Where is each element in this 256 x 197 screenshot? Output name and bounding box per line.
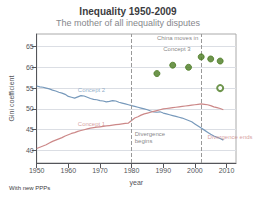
svg-text:1950: 1950 xyxy=(29,167,45,174)
svg-text:2010: 2010 xyxy=(219,167,235,174)
svg-text:1970: 1970 xyxy=(92,167,108,174)
svg-text:65: 65 xyxy=(26,43,34,50)
svg-text:China moves in: China moves in xyxy=(157,35,198,41)
svg-text:Concept 2: Concept 2 xyxy=(78,87,106,93)
svg-text:Divergence ends: Divergence ends xyxy=(208,134,253,140)
svg-text:40: 40 xyxy=(26,147,34,154)
svg-text:2000: 2000 xyxy=(187,167,203,174)
svg-text:45: 45 xyxy=(26,126,34,133)
svg-text:The mother of all inequality d: The mother of all inequality disputes xyxy=(56,18,201,28)
svg-text:Gini coefficient: Gini coefficient xyxy=(8,76,15,122)
svg-text:Concept 1: Concept 1 xyxy=(78,121,106,127)
svg-text:50: 50 xyxy=(26,105,34,112)
svg-text:With new PPPs: With new PPPs xyxy=(9,185,50,191)
svg-text:begins: begins xyxy=(135,138,153,144)
svg-text:Inequality 1950-2009: Inequality 1950-2009 xyxy=(79,6,177,17)
svg-text:1980: 1980 xyxy=(124,167,140,174)
svg-text:year: year xyxy=(130,179,144,187)
svg-text:55: 55 xyxy=(26,85,34,92)
svg-text:1990: 1990 xyxy=(155,167,171,174)
svg-text:60: 60 xyxy=(26,64,34,71)
svg-text:Divergence: Divergence xyxy=(135,131,166,137)
svg-text:1960: 1960 xyxy=(61,167,77,174)
svg-text:Concept 3: Concept 3 xyxy=(163,46,191,52)
